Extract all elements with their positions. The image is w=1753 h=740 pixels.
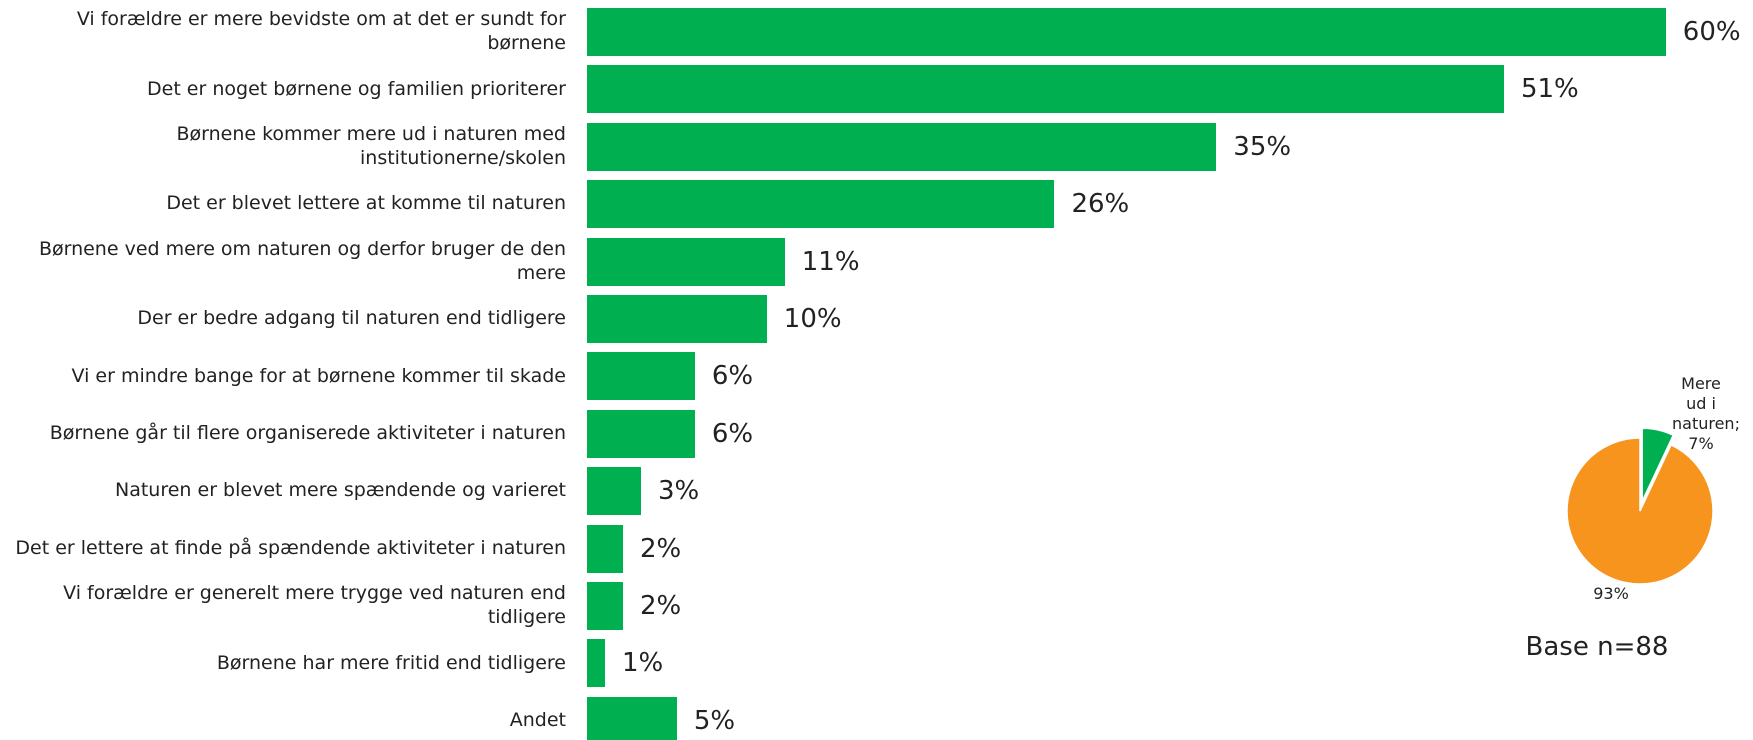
category-label: Børnene går til flere organiserede aktiv… [49,421,566,444]
annotation: Base n=88 [1525,632,1669,662]
bar [587,352,695,401]
value-label: 1% [621,648,664,679]
category-label: Vi er mindre bange for at børnene kommer… [71,364,566,387]
category-label: Børnene ved mere om naturen og derfor br… [38,237,566,284]
value-label: 6% [711,361,754,392]
category-label: Vi forældre er mere bevidste om at det e… [76,8,566,54]
bar [587,409,695,458]
category-label: Det er noget børnene og familien priorit… [147,77,566,100]
bar [587,65,1504,114]
bar [587,524,623,573]
bar [587,467,641,516]
pie-slice [1641,427,1675,502]
category-label: Der er bedre adgang til naturen end tidl… [137,307,566,330]
value-label: 60% [1682,17,1741,47]
pie-slice [1566,437,1714,585]
value-label: 26% [1071,189,1130,220]
category-label: Naturen er blevet mere spændende og vari… [115,479,566,502]
pie-label: 93% [1593,584,1629,603]
bar [587,582,623,630]
value-label: 11% [801,246,860,277]
bar [587,639,605,688]
bar [587,295,767,343]
value-label: 3% [657,476,700,507]
pie-label: Mere ud i naturen; 7% [1672,374,1740,453]
category-label: Det er lettere at finde på spændende akt… [15,536,566,559]
value-label: 51% [1520,74,1579,105]
bar [587,122,1217,171]
bar [587,180,1055,229]
value-label: 6% [711,418,754,449]
category-label: Det er blevet lettere at komme til natur… [166,192,566,215]
category-label: Børnene kommer mere ud i naturen med ins… [176,123,566,169]
bar [587,696,677,740]
category-label: Vi forældre er generelt mere trygge ved … [63,582,566,628]
value-label: 10% [783,304,842,334]
bar [587,237,785,286]
category-label: Børnene har mere fritid end tidligere [216,651,566,674]
value-label: 5% [693,705,736,736]
bar [587,8,1666,56]
category-label: Andet [509,708,566,731]
value-label: 2% [639,591,682,621]
value-label: 2% [639,533,682,564]
value-label: 35% [1233,131,1292,162]
